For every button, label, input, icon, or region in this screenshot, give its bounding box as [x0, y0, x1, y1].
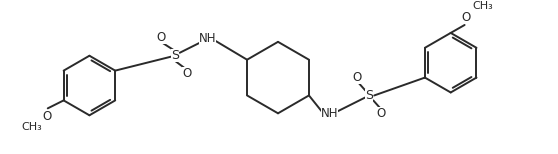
- Text: S: S: [365, 89, 373, 102]
- Text: NH: NH: [199, 32, 217, 45]
- Text: NH: NH: [321, 107, 338, 120]
- Text: O: O: [182, 67, 191, 80]
- Text: CH₃: CH₃: [22, 122, 42, 132]
- Text: O: O: [353, 71, 362, 84]
- Text: S: S: [171, 49, 179, 62]
- Text: CH₃: CH₃: [472, 1, 493, 11]
- Text: O: O: [377, 107, 386, 120]
- Text: O: O: [42, 110, 51, 123]
- Text: O: O: [461, 10, 470, 24]
- Text: O: O: [156, 31, 166, 44]
